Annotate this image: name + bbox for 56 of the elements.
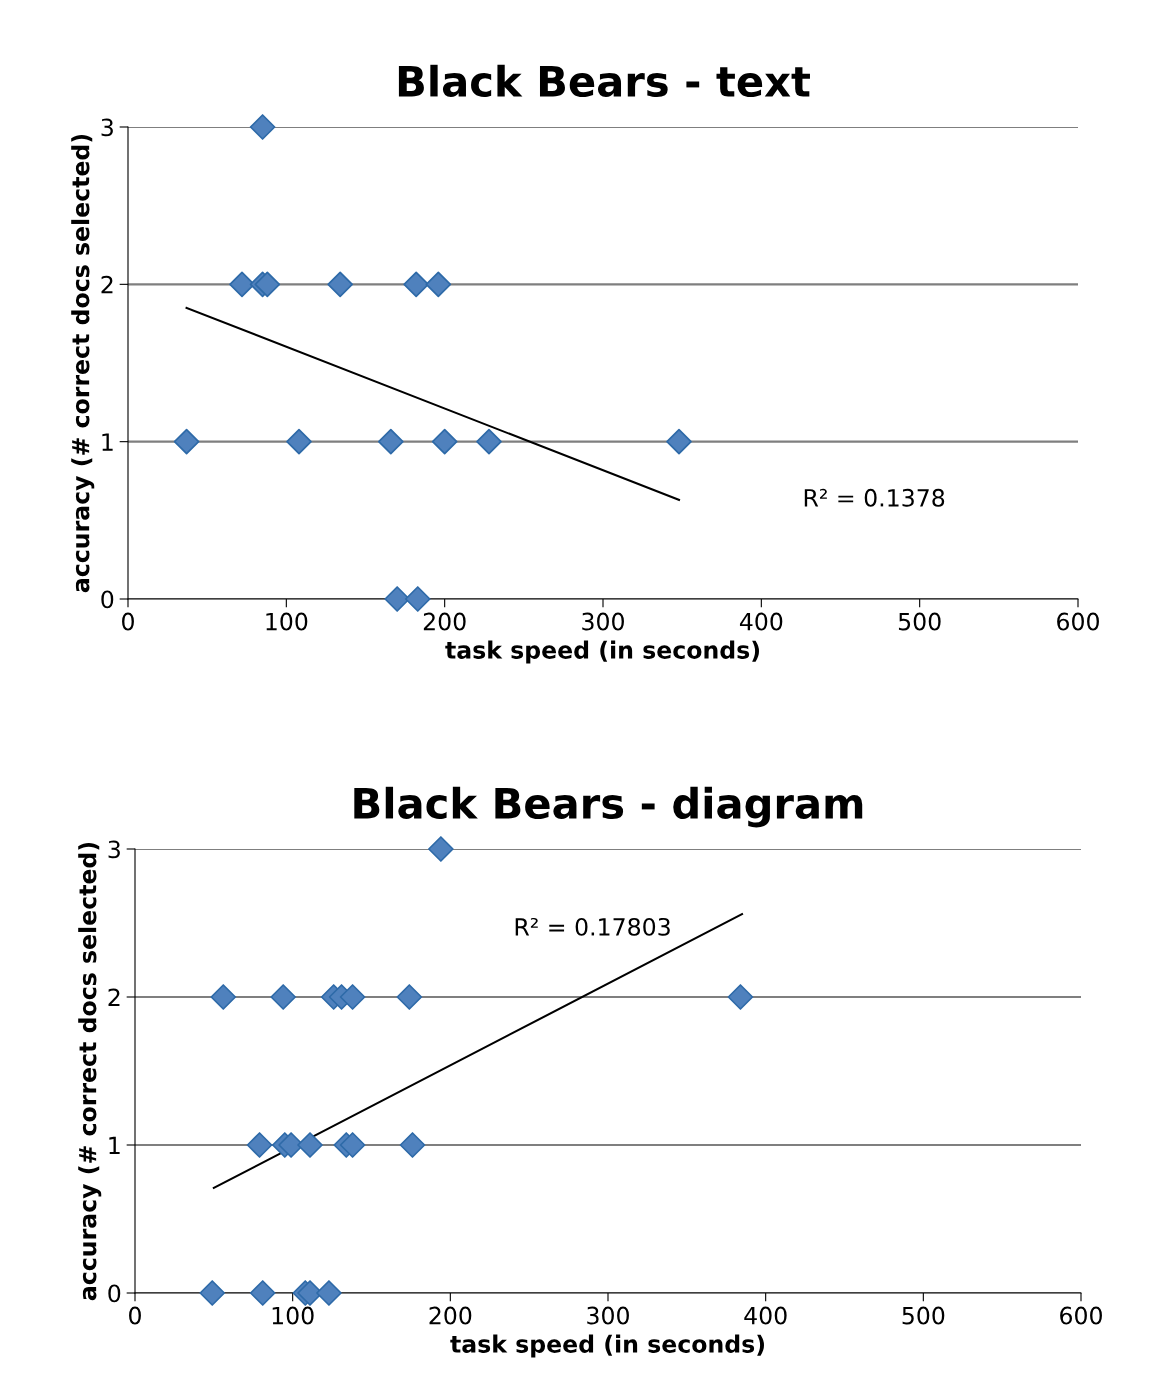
point xyxy=(476,428,502,455)
x-tick-label: 300 xyxy=(582,612,624,631)
x-axis-title: task speed (in seconds) xyxy=(450,1334,764,1358)
x-tick-label: 0 xyxy=(129,1306,141,1325)
x-tick-label: 600 xyxy=(1057,612,1099,631)
point xyxy=(199,1280,226,1306)
annotation: R² = 0.1378 xyxy=(804,488,945,507)
x-tick-label: 300 xyxy=(587,1306,629,1325)
x-tick-label: 100 xyxy=(266,612,308,631)
x-tick-label: 400 xyxy=(744,1306,787,1325)
x-tick-label: 0 xyxy=(122,612,134,631)
point xyxy=(173,428,200,455)
y-axis-title: accuracy (# correct docs selected) xyxy=(78,842,102,1301)
point xyxy=(396,984,423,1010)
x-tick-label: 600 xyxy=(1060,1306,1102,1325)
x-tick-label: 400 xyxy=(739,612,783,631)
point xyxy=(666,428,692,455)
point xyxy=(229,271,255,298)
y-tick-label: 3 xyxy=(108,840,120,859)
point xyxy=(404,586,431,612)
point xyxy=(249,1280,276,1306)
point xyxy=(377,428,404,455)
point xyxy=(249,114,276,140)
y-tick-label: 2 xyxy=(108,988,120,1006)
point xyxy=(210,984,237,1010)
point xyxy=(431,428,458,455)
annotation: R² = 0.17803 xyxy=(515,917,670,936)
y-tick-label: 2 xyxy=(101,275,113,294)
point xyxy=(399,1132,426,1158)
point xyxy=(339,984,366,1010)
x-axis-title: task speed (in seconds) xyxy=(445,640,759,664)
x-tick-label: 500 xyxy=(898,612,941,631)
x-tick-label: 200 xyxy=(423,612,466,631)
point xyxy=(425,271,452,298)
y-tick-label: 0 xyxy=(108,1284,121,1303)
y-tick-label: 1 xyxy=(102,433,113,451)
point xyxy=(286,428,312,455)
x-tick-label: 500 xyxy=(902,1306,945,1325)
point xyxy=(254,271,281,298)
y-tick-label: 1 xyxy=(109,1136,120,1154)
point xyxy=(246,1132,273,1158)
point xyxy=(270,984,297,1010)
x-tick-label: 100 xyxy=(272,1306,314,1325)
x-tick-label: 200 xyxy=(429,1306,472,1325)
point xyxy=(327,271,354,298)
point xyxy=(316,1280,342,1306)
chart-title: Black Bears - text xyxy=(398,64,810,98)
y-axis-title: accuracy (# correct docs selected) xyxy=(71,134,95,593)
point xyxy=(339,1132,366,1158)
point xyxy=(297,1132,323,1158)
point xyxy=(727,984,754,1010)
point xyxy=(428,836,454,862)
chart-title: Black Bears - diagram xyxy=(354,786,863,828)
point xyxy=(403,271,430,298)
y-tick-label: 3 xyxy=(101,118,113,137)
y-tick-label: 0 xyxy=(101,590,114,609)
